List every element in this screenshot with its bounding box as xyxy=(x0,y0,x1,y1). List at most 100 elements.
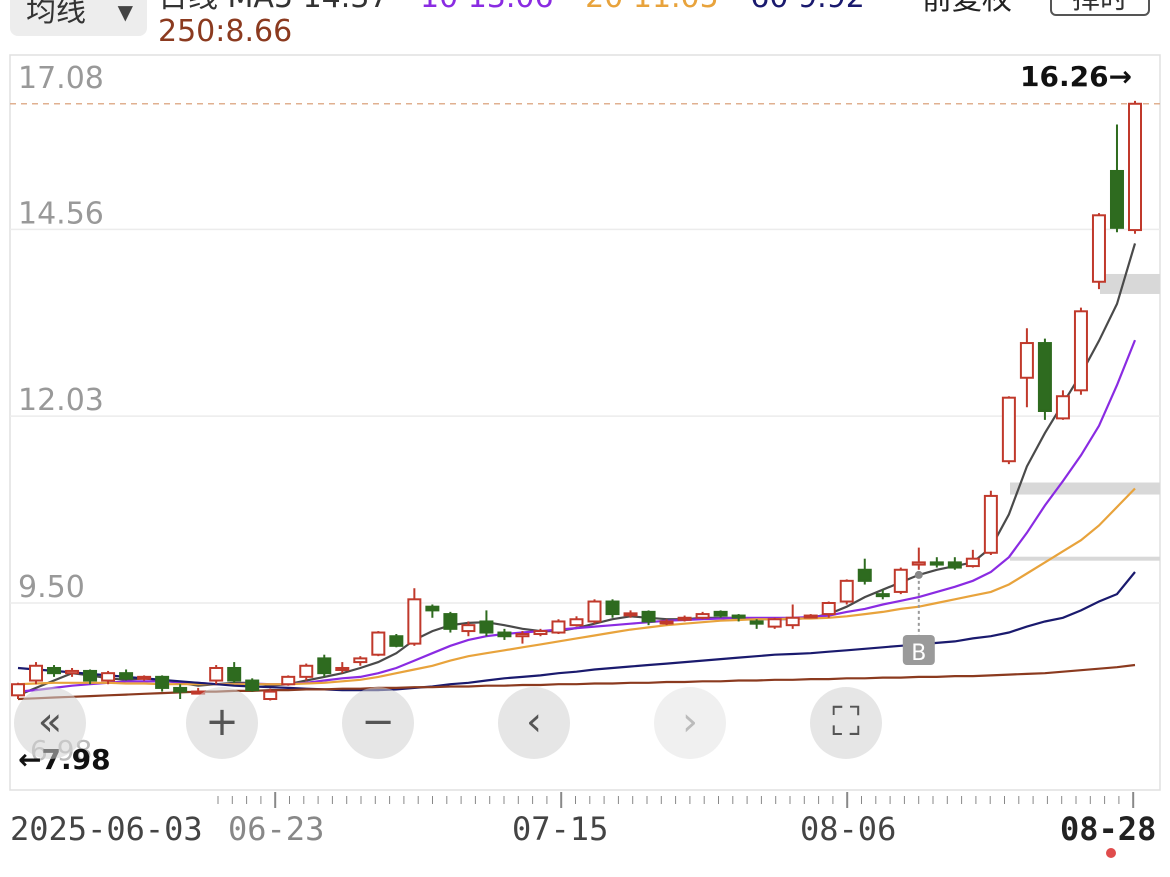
y-tick-label: 14.56 xyxy=(18,196,104,231)
candle-body xyxy=(119,672,134,680)
candle-body xyxy=(1001,396,1016,463)
buy-signal-badge xyxy=(902,635,935,665)
scroll-left-fast-button[interactable]: « xyxy=(14,687,86,759)
candle-body xyxy=(569,618,584,627)
current-date-dot xyxy=(1106,848,1116,858)
candle-body xyxy=(209,666,224,682)
candle-body xyxy=(479,620,494,634)
candle-body xyxy=(857,568,872,582)
candle-body xyxy=(443,613,458,630)
candle-body xyxy=(173,686,188,693)
y-tick-label: 9.50 xyxy=(18,570,85,605)
candle-body xyxy=(659,620,674,625)
ma-line-ma60 xyxy=(17,571,1136,692)
candle-body xyxy=(47,666,62,675)
buy-signal-dot xyxy=(914,570,923,579)
candle-body xyxy=(749,620,764,625)
candle-body xyxy=(623,612,638,617)
candle-body xyxy=(803,614,818,619)
candle-body xyxy=(29,664,44,682)
y-tick-label: 12.03 xyxy=(18,383,104,418)
scroll-right-button[interactable]: › xyxy=(654,687,726,759)
high-price-marker: 16.26→ xyxy=(1020,60,1133,93)
candle-body xyxy=(533,630,548,636)
legend-ma5: 日线 MA5 14.37 xyxy=(158,0,388,15)
candle-body xyxy=(353,657,368,664)
ma-legend-values: 日线 MA5 14.37 10 13.06 20 11.05 60 9.92 xyxy=(158,0,887,18)
zoom-in-button[interactable]: + xyxy=(186,687,258,759)
x-label-07-15: 07-15 xyxy=(512,810,609,848)
candle-body xyxy=(983,494,998,554)
candle-body xyxy=(407,598,422,645)
candle-body xyxy=(497,631,512,638)
candle-body xyxy=(281,675,296,686)
candle-body xyxy=(515,633,530,638)
candle-body xyxy=(11,683,25,697)
price-level-bar xyxy=(1010,482,1160,495)
candle-body xyxy=(641,610,656,623)
candle-body xyxy=(245,679,260,692)
price-adjust-toggle[interactable]: 前复权 xyxy=(922,0,1012,20)
candle-body xyxy=(587,600,602,623)
candle-body xyxy=(551,620,566,634)
candle-body xyxy=(713,610,728,617)
candle-body xyxy=(911,561,926,566)
y-tick-label: 17.08 xyxy=(18,61,104,96)
chart-header: 均线 ▼ 日线 MA5 14.37 10 13.06 20 11.05 60 9… xyxy=(0,0,1170,52)
candle-body xyxy=(677,616,692,621)
x-label-06-23: 06-23 xyxy=(228,810,325,848)
candle-body xyxy=(1073,310,1088,392)
candle-body xyxy=(83,669,98,682)
zoom-out-button[interactable]: − xyxy=(342,687,414,759)
scroll-left-button[interactable]: ‹ xyxy=(498,687,570,759)
legend-ma60: 60 9.92 xyxy=(750,0,865,15)
candle-body xyxy=(227,666,242,682)
candle-body xyxy=(839,579,854,603)
candle-body xyxy=(371,631,386,656)
candle-body xyxy=(731,614,746,619)
candle-body xyxy=(875,593,890,598)
plot-frame xyxy=(9,54,1161,791)
candle-body xyxy=(947,561,962,569)
fullscreen-button[interactable]: ⛶ xyxy=(810,687,882,759)
x-label-08-06: 08-06 xyxy=(800,810,897,848)
candle-body xyxy=(929,561,944,566)
candle-body xyxy=(155,675,170,689)
candle-body xyxy=(317,657,332,675)
legend-ma250: 250:8.66 xyxy=(158,14,293,49)
x-label-08-28: 08-28 xyxy=(1060,810,1157,848)
candle-body xyxy=(1128,102,1142,232)
candle-body xyxy=(785,616,800,627)
candle-body xyxy=(335,666,350,671)
price-level-bar xyxy=(1100,273,1160,294)
price-level-bar xyxy=(1010,556,1160,561)
candle-body xyxy=(1091,214,1106,283)
candle-body xyxy=(821,602,836,616)
ma-line-ma20 xyxy=(17,487,1136,686)
candle-body xyxy=(893,568,908,593)
chevron-down-icon: ▼ xyxy=(117,0,133,24)
x-label-start: 2025-06-03 xyxy=(10,810,203,848)
legend-ma10: 10 13.06 xyxy=(420,0,554,15)
candle-body xyxy=(299,664,314,678)
candle-body xyxy=(1109,169,1124,229)
candle-body xyxy=(389,635,404,647)
ma-selector-dropdown[interactable]: 均线 ▼ xyxy=(10,0,147,36)
timing-button[interactable]: 择时 xyxy=(1050,0,1150,16)
candle-body xyxy=(695,613,710,619)
candle-body xyxy=(767,618,782,628)
candle-body xyxy=(101,672,116,682)
buy-signal-label: B xyxy=(911,641,926,666)
candle-body xyxy=(137,675,152,680)
candle-body xyxy=(605,600,620,616)
legend-ma20: 20 11.05 xyxy=(585,0,719,15)
candle-body xyxy=(965,557,980,568)
ma-selector-label: 均线 xyxy=(26,0,86,29)
candle-body xyxy=(1055,395,1070,420)
candle-body xyxy=(1037,342,1052,412)
candle-body xyxy=(263,690,278,701)
candle-body xyxy=(425,605,440,612)
candle-body xyxy=(461,624,476,633)
candle-body xyxy=(65,669,80,675)
